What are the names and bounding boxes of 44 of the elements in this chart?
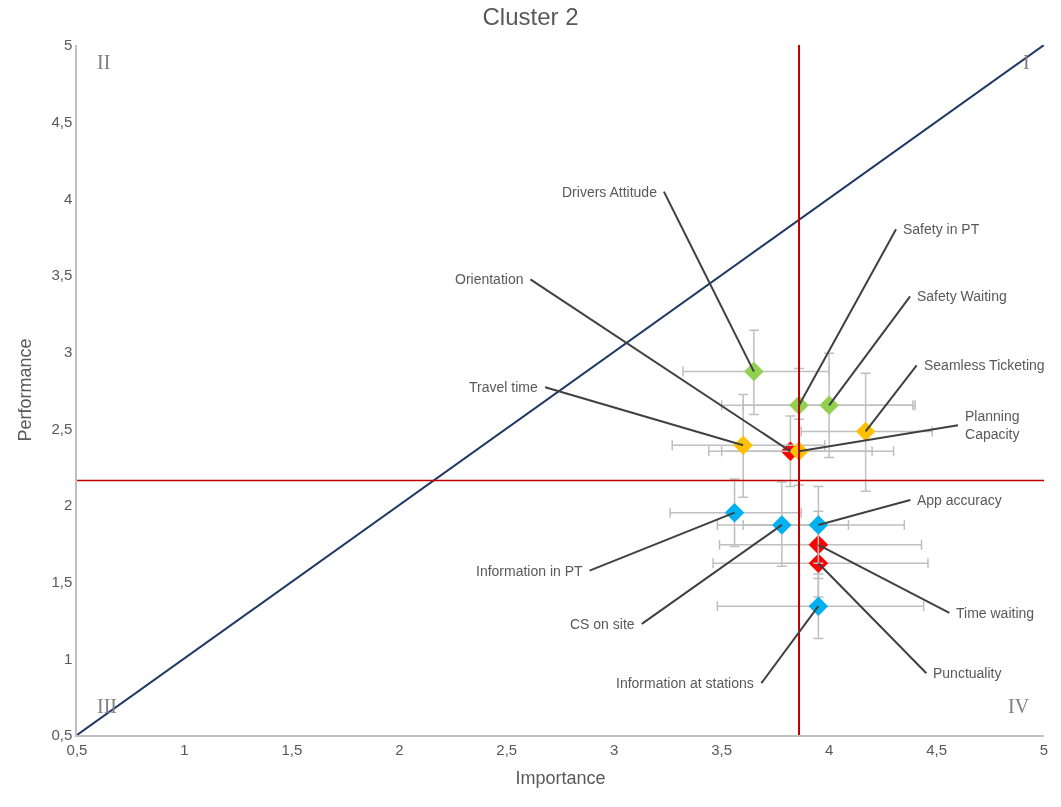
annotation: III [97,695,117,717]
annotation: Drivers Attitude [562,184,658,200]
annotation: II [97,51,111,73]
point [808,515,829,535]
annotation: CS on site [570,616,635,632]
annotation: I [1023,51,1030,73]
point [819,395,839,416]
point [733,435,753,455]
x-tick-label: 4,5 [926,740,947,758]
x-tick-label: 3,5 [711,740,733,758]
chart-title: Cluster 2 [482,2,579,30]
annotation: IV [1008,695,1030,717]
y-tick-label: 4 [63,189,73,207]
x-tick-label: 1,5 [281,740,303,758]
x-tick-label: 4 [824,740,834,758]
annotation: Safety Waiting [917,288,1007,304]
annotation: Information in PT [476,563,584,579]
x-tick-label: 1 [180,740,189,758]
annotation: Seamless Ticketing [924,357,1045,373]
y-tick-label: 4,5 [51,112,73,130]
x-tick-label: 2 [395,740,404,758]
point [744,361,764,382]
x-tick-label: 3 [610,740,619,758]
x-tick-label: 5 [1039,740,1049,758]
y-tick-label: 5 [63,36,73,54]
point [808,596,829,616]
y-tick-label: 3 [63,342,73,360]
x-tick-label: 2,5 [496,740,518,758]
y-tick-label: 1,5 [51,572,73,590]
annotation: Safety in PT [903,221,980,237]
y-tick-label: 2,5 [51,419,73,437]
y-tick-label: 3,5 [51,266,73,284]
annotation: Punctuality [933,665,1002,681]
y-tick-label: 2 [63,496,73,514]
annotation: Orientation [455,271,524,287]
annotation: App accuracy [917,492,1002,508]
x-axis-title: Importance [515,768,606,789]
annotation: Planning Capacity [965,408,1020,443]
y-tick-label: 0,5 [51,726,73,744]
y-axis-title: Performance [15,338,36,442]
annotation: Travel time [469,379,538,395]
y-tick-label: 1 [63,649,73,667]
annotation: Information at stations [616,675,754,691]
annotation: Time waiting [956,605,1035,621]
